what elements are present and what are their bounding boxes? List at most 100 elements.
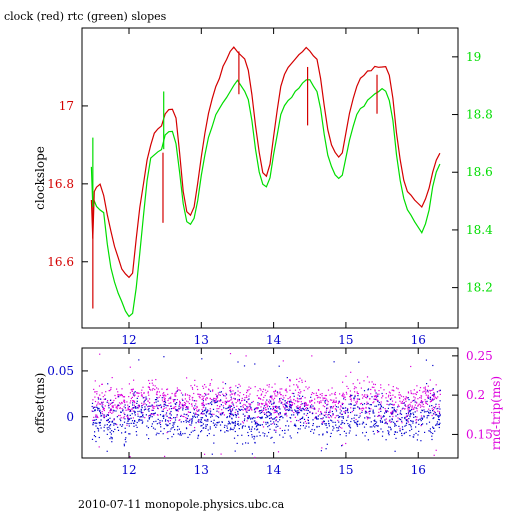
offset-point: [110, 424, 112, 426]
round-trip-point: [298, 411, 301, 414]
round-trip-point: [175, 391, 177, 393]
offset-point: [320, 418, 322, 420]
offset-point: [135, 407, 137, 409]
round-trip-point: [156, 405, 158, 407]
offset-point: [124, 431, 126, 433]
round-trip-point: [354, 394, 356, 397]
offset-point: [341, 445, 343, 447]
round-trip-point: [352, 383, 354, 385]
round-trip-point: [103, 409, 105, 412]
round-trip-point: [401, 400, 403, 403]
offset-point: [271, 436, 273, 438]
offset-point: [176, 402, 178, 404]
round-trip-point: [416, 385, 418, 387]
offset-point: [175, 403, 177, 406]
offset-point: [423, 415, 425, 417]
offset-point: [233, 427, 235, 429]
round-trip-point: [129, 392, 131, 394]
round-trip-point: [376, 398, 378, 400]
offset-point: [185, 414, 187, 416]
round-trip-point: [204, 392, 206, 395]
round-trip-point: [133, 395, 135, 397]
round-trip-point: [317, 401, 319, 403]
offset-point: [239, 409, 241, 411]
round-trip-point: [395, 401, 397, 403]
offset-point: [395, 437, 397, 439]
offset-point: [126, 422, 128, 424]
offset-point: [94, 419, 96, 421]
round-trip-point: [308, 386, 310, 388]
offset-point: [263, 435, 265, 437]
round-trip-point: [231, 398, 233, 400]
offset-point: [226, 425, 228, 427]
round-trip-point: [171, 418, 173, 420]
round-trip-point: [305, 386, 307, 388]
round-trip-point: [270, 401, 272, 403]
offset-point: [385, 410, 387, 412]
offset-point: [189, 419, 191, 422]
round-trip-point: [269, 413, 272, 415]
offset-point: [419, 418, 421, 420]
round-trip-point: [202, 398, 204, 400]
round-trip-point: [97, 401, 99, 403]
round-trip-point: [420, 397, 422, 399]
round-trip-point: [198, 421, 200, 423]
round-trip-point: [254, 456, 256, 459]
offset-point: [123, 445, 125, 447]
round-trip-point: [285, 412, 287, 414]
offset-point: [128, 425, 130, 427]
round-trip-point: [208, 393, 210, 395]
offset-point: [227, 423, 229, 425]
offset-point: [231, 422, 233, 424]
offset-point: [324, 423, 326, 425]
round-trip-point: [166, 388, 168, 391]
offset-point: [172, 424, 174, 426]
offset-point: [158, 405, 160, 407]
offset-point: [431, 438, 433, 441]
round-trip-point: [377, 431, 379, 433]
offset-point: [410, 409, 413, 411]
round-trip-point: [191, 397, 193, 399]
round-trip-point: [237, 390, 239, 392]
offset-point: [197, 420, 199, 422]
offset-point: [238, 424, 240, 426]
round-trip-point: [200, 413, 202, 415]
offset-point: [367, 439, 369, 441]
offset-point: [279, 412, 281, 414]
round-trip-point: [411, 406, 413, 408]
offset-point: [213, 424, 215, 427]
round-trip-point: [230, 399, 232, 401]
round-trip-point: [165, 395, 167, 397]
round-trip-point: [366, 376, 369, 378]
offset-point: [380, 421, 382, 423]
offset-point: [229, 412, 231, 415]
round-trip-point: [117, 394, 119, 396]
offset-point: [346, 410, 349, 412]
round-trip-point: [321, 395, 323, 397]
round-trip-point: [398, 394, 400, 396]
round-trip-point: [232, 408, 234, 410]
round-trip-point: [425, 402, 427, 404]
offset-point: [268, 424, 270, 427]
round-trip-point: [342, 395, 344, 397]
round-trip-point: [436, 397, 438, 400]
offset-point: [109, 431, 111, 433]
offset-point: [285, 404, 287, 407]
offset-point: [122, 409, 124, 411]
offset-point: [206, 424, 208, 426]
round-trip-point: [360, 387, 362, 389]
offset-point: [275, 419, 277, 421]
offset-point: [302, 425, 304, 427]
offset-point: [372, 425, 375, 427]
round-trip-point: [299, 406, 301, 409]
round-trip-point: [216, 396, 218, 398]
round-trip-point: [349, 394, 352, 396]
round-trip-point: [391, 397, 393, 399]
offset-point: [406, 422, 408, 424]
offset-point: [129, 414, 131, 416]
offset-point: [286, 377, 288, 379]
offset-point: [213, 434, 215, 436]
offset-point: [203, 413, 205, 415]
round-trip-point: [164, 394, 166, 396]
offset-point: [170, 410, 172, 413]
